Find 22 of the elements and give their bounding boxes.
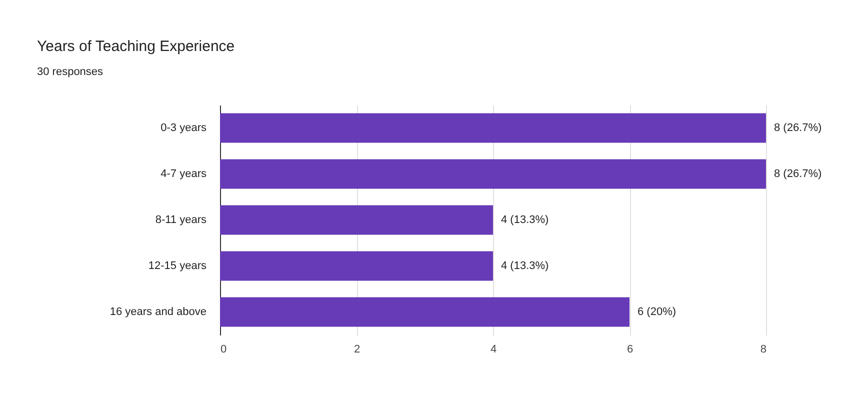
x-tick-label: 0	[220, 344, 227, 356]
data-label: 8 (26.7%)	[774, 168, 822, 180]
data-label: 8 (26.7%)	[774, 122, 822, 134]
data-label: 4 (13.3%)	[501, 214, 549, 226]
chart-title: Years of Teaching Experience	[37, 38, 235, 55]
y-tick-label: 0-3 years	[160, 122, 207, 134]
data-label: 4 (13.3%)	[501, 260, 549, 272]
bar	[220, 113, 766, 143]
text: 30 responses	[37, 66, 104, 78]
data-label: 6 (20%)	[638, 306, 676, 318]
bar	[220, 297, 630, 327]
x-tick-label: 2	[354, 344, 360, 356]
y-tick-label: 4-7 years	[160, 168, 207, 180]
y-tick-label: 8-11 years	[155, 214, 207, 226]
bar	[220, 159, 766, 189]
y-tick-label: 16 years and above	[110, 306, 206, 318]
bar	[220, 205, 493, 235]
bar	[220, 251, 493, 281]
x-tick-label: 6	[626, 344, 634, 356]
x-tick-label: 4	[490, 344, 497, 356]
y-tick-label: 12-15 years	[148, 260, 207, 272]
x-tick-label: 8	[760, 344, 766, 356]
